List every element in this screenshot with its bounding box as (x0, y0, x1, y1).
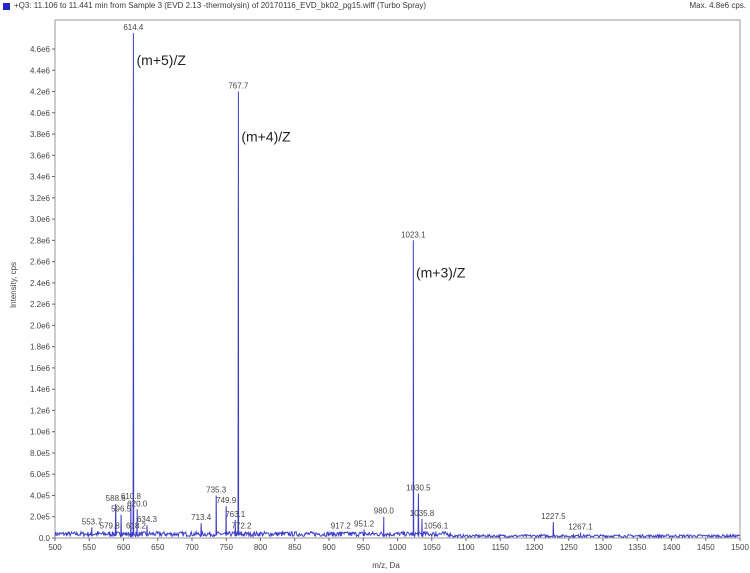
peak-label: 553.7 (82, 517, 103, 526)
peak-label: 749.9 (216, 496, 237, 505)
peak-label: 735.3 (206, 485, 227, 494)
x-tick-label: 1050 (423, 543, 441, 552)
x-tick-label: 1350 (628, 543, 646, 552)
x-axis-title: m/z, Da (372, 561, 400, 570)
y-tick-label: 6.0e5 (30, 470, 51, 479)
y-tick-label: 4.0e6 (30, 109, 51, 118)
x-tick-label: 900 (322, 543, 336, 552)
x-tick-label: 800 (254, 543, 268, 552)
peak-label: 614.4 (123, 23, 144, 32)
y-tick-label: 2.4e6 (30, 279, 51, 288)
charge-state-annotation: (m+4)/Z (241, 128, 291, 144)
x-tick-label: 1150 (492, 543, 510, 552)
x-tick-label: 1200 (526, 543, 544, 552)
y-tick-label: 1.6e6 (30, 364, 51, 373)
peak-label: 763.1 (225, 510, 246, 519)
peak-label: 1227.5 (541, 512, 566, 521)
y-tick-label: 3.8e6 (30, 130, 51, 139)
peak-label: 618.2 (126, 522, 147, 531)
y-tick-label: 4.6e6 (30, 45, 51, 54)
series-marker-icon (3, 3, 10, 10)
x-tick-label: 1100 (457, 543, 475, 552)
y-tick-label: 1.8e6 (30, 343, 51, 352)
y-tick-label: 2.0e5 (30, 513, 51, 522)
charge-state-annotations: (m+5)/Z (m+4)/Z (m+3)/Z (137, 52, 466, 281)
max-intensity-label: Max. 4.8e6 cps. (689, 1, 746, 10)
x-tick-label: 600 (117, 543, 131, 552)
peak-label: 620.0 (127, 499, 148, 508)
x-tick-label: 750 (220, 543, 234, 552)
y-tick-label: 8.0e5 (30, 449, 51, 458)
peak-label: 588.6 (106, 494, 127, 503)
spectrum-title: +Q3: 11.106 to 11.441 min from Sample 3 … (14, 1, 427, 10)
x-axis: 500 550 600 650 700 750 800 850 900 950 1000 1050 11… (48, 538, 749, 552)
y-tick-label: 3.4e6 (30, 173, 51, 182)
peak-label: 767.7 (228, 82, 249, 91)
y-tick-label: 3.6e6 (30, 151, 51, 160)
y-tick-label: 1.4e6 (30, 385, 51, 394)
peak-label: 596.5 (111, 505, 132, 514)
peak-label: 1035.8 (410, 509, 435, 518)
spectrum-trace (54, 33, 741, 540)
x-tick-label: 1400 (663, 543, 681, 552)
peak-label: 917.2 (331, 522, 352, 531)
x-tick-label: 1000 (389, 543, 407, 552)
y-tick-label: 2.6e6 (30, 258, 51, 267)
peak-label: 610.8 (121, 492, 142, 501)
charge-state-annotation: (m+3)/Z (416, 265, 466, 281)
x-tick-label: 850 (288, 543, 302, 552)
y-tick-label: 0.0 (39, 534, 51, 543)
peak-label: 772.2 (231, 522, 252, 531)
peak-label: 1030.5 (406, 483, 431, 492)
x-tick-label: 550 (83, 543, 97, 552)
y-tick-label: 1.2e6 (30, 406, 51, 415)
x-tick-label: 950 (357, 543, 371, 552)
y-tick-label: 1.0e6 (30, 428, 51, 437)
y-axis-title: Intensity, cps (9, 262, 18, 308)
chart-header: +Q3: 11.106 to 11.441 min from Sample 3 … (0, 0, 750, 14)
x-tick-label: 1450 (697, 543, 715, 552)
peak-label: 1023.1 (401, 230, 426, 239)
peak-label: 634.3 (137, 515, 158, 524)
peak-label: 1056.1 (424, 522, 449, 531)
y-tick-label: 2.0e6 (30, 321, 51, 330)
peak-label: 951.2 (354, 519, 375, 528)
y-tick-label: 4.0e5 (30, 491, 51, 500)
y-tick-label: 3.2e6 (30, 194, 51, 203)
y-axis: 0.0 2.0e5 4.0e5 6.0e5 8.0e5 1.0e6 1.2e6 1.4e6 1.… (30, 45, 55, 543)
y-tick-label: 3.0e6 (30, 215, 51, 224)
x-tick-label: 1500 (731, 543, 749, 552)
y-tick-label: 2.8e6 (30, 236, 51, 245)
plot-frame (54, 19, 741, 539)
x-tick-label: 500 (48, 543, 62, 552)
peak-label: 1267.1 (568, 523, 593, 532)
peak-label: 980.0 (374, 507, 395, 516)
x-tick-label: 1300 (594, 543, 612, 552)
peak-label: 579.8 (100, 522, 121, 531)
x-tick-label: 700 (185, 543, 199, 552)
x-tick-label: 1250 (560, 543, 578, 552)
y-tick-label: 2.2e6 (30, 300, 51, 309)
x-tick-label: 650 (151, 543, 165, 552)
y-tick-label: 4.2e6 (30, 88, 51, 97)
peak-label: 713.4 (191, 513, 212, 522)
y-tick-label: 4.4e6 (30, 66, 51, 75)
charge-state-annotation: (m+5)/Z (137, 52, 187, 68)
